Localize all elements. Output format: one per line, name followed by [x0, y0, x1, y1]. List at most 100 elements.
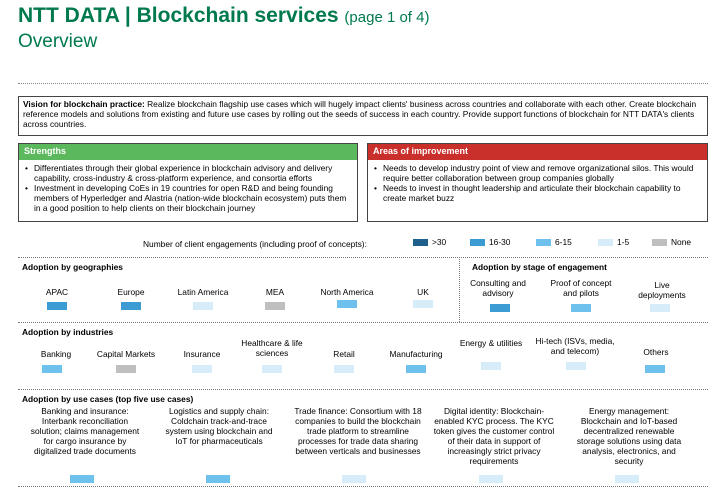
geography-label: MEA	[265, 287, 285, 297]
industry-item: Others	[632, 347, 680, 357]
industries-title: Adoption by industries	[22, 327, 114, 337]
geography-item: APAC	[27, 287, 87, 297]
level-bar	[42, 365, 62, 373]
geography-item: UK	[393, 287, 453, 297]
improvement-item: Needs to invest in thought leadership an…	[374, 183, 701, 203]
use-case-item: Logistics and supply chain: Coldchain tr…	[160, 406, 278, 446]
geography-label: UK	[417, 287, 429, 297]
stage-title: Adoption by stage of engagement	[472, 262, 607, 272]
level-bar	[413, 300, 433, 308]
level-bar	[481, 362, 501, 370]
page-indicator: (page 1 of 4)	[344, 9, 430, 26]
legend-item: 6-15	[536, 237, 572, 247]
level-bar	[650, 304, 670, 312]
level-bar	[342, 475, 366, 483]
industry-item: Hi-tech (ISVs, media, and telecom)	[529, 336, 621, 356]
vertical-divider	[459, 257, 460, 322]
industry-item: Energy & utilities	[455, 338, 527, 348]
legend-item: 16-30	[470, 237, 510, 247]
use-case-item: Digital identity: Blockchain-enabled KYC…	[432, 406, 556, 466]
legend-label: None	[671, 237, 692, 247]
legend-item: >30	[413, 237, 446, 247]
industry-label: Retail	[333, 349, 355, 359]
section-divider	[18, 486, 708, 487]
legend-swatch	[598, 238, 613, 246]
use-case-item: Banking and insurance: Interbank reconci…	[26, 406, 144, 456]
header-divider	[18, 83, 708, 84]
legend-label: 6-15	[555, 237, 572, 247]
geography-label: North America	[320, 287, 374, 297]
legend-label: 16-30	[489, 237, 511, 247]
legend-swatch	[652, 238, 667, 246]
vision-text: Realize blockchain flagship use cases wh…	[23, 99, 697, 129]
legend-label: 1-5	[617, 237, 630, 247]
level-bar	[193, 302, 213, 310]
level-bar	[337, 300, 357, 308]
title-text: NTT DATA | Blockchain services	[18, 4, 339, 27]
legend-label: >30	[432, 237, 447, 247]
legend-swatch	[470, 238, 485, 246]
industry-label: Capital Markets	[96, 349, 156, 359]
geographies-title: Adoption by geographies	[22, 262, 123, 272]
section-divider	[18, 257, 708, 258]
geography-label: APAC	[45, 287, 69, 297]
use-case-item: Trade finance: Consortium with 18 compan…	[292, 406, 424, 456]
use-cases-title: Adoption by use cases (top five use case…	[22, 394, 194, 404]
level-bar	[645, 365, 665, 373]
level-bar	[262, 365, 282, 373]
legend-swatch	[413, 238, 428, 246]
industry-item: Insurance	[174, 349, 230, 359]
industry-label: Hi-tech (ISVs, media, and telecom)	[535, 336, 615, 356]
section-divider	[18, 389, 708, 390]
level-bar	[206, 475, 230, 483]
improvement-list: Needs to develop industry point of view …	[368, 160, 707, 203]
geography-label: Latin America	[177, 287, 229, 297]
geography-item: North America	[312, 287, 382, 297]
strengths-title: Strengths	[19, 144, 357, 160]
stage-item: Proof of concept and pilots	[545, 278, 617, 298]
level-bar	[121, 302, 141, 310]
industry-item: Manufacturing	[382, 349, 450, 359]
use-case-label: Banking and insurance: Interbank reconci…	[30, 406, 140, 456]
engagement-legend: Number of client engagements (including …	[18, 237, 708, 251]
stage-label: Proof of concept and pilots	[550, 278, 612, 298]
legend-item: None	[652, 237, 691, 247]
level-bar	[334, 365, 354, 373]
industry-item: Banking	[30, 349, 82, 359]
geography-label: Europe	[117, 287, 145, 297]
industry-label: Healthcare & life sciences	[241, 338, 303, 358]
level-bar	[406, 365, 426, 373]
stage-item: Live deployments	[630, 280, 694, 300]
page-title: NTT DATA | Blockchain services (page 1 o…	[18, 4, 429, 28]
legend-title: Number of client engagements (including …	[143, 239, 367, 249]
improvement-item: Needs to develop industry point of view …	[374, 163, 701, 183]
geography-item: Europe	[101, 287, 161, 297]
stage-item: Consulting and advisory	[466, 278, 530, 298]
industry-label: Manufacturing	[389, 349, 443, 359]
industry-item: Capital Markets	[88, 349, 164, 359]
use-case-label: Trade finance: Consortium with 18 compan…	[294, 406, 422, 456]
legend-item: 1-5	[598, 237, 629, 247]
industry-label: Energy & utilities	[459, 338, 523, 348]
level-bar	[571, 304, 591, 312]
level-bar	[479, 475, 503, 483]
level-bar	[47, 302, 67, 310]
level-bar	[490, 304, 510, 312]
industry-item: Retail	[322, 349, 366, 359]
level-bar	[192, 365, 212, 373]
vision-box: Vision for blockchain practice: Realize …	[18, 96, 708, 136]
page-subtitle: Overview	[18, 31, 98, 52]
level-bar	[70, 475, 94, 483]
stage-label: Live deployments	[638, 280, 686, 300]
industry-label: Others	[643, 347, 669, 357]
level-bar	[566, 362, 586, 370]
improvement-title: Areas of improvement	[368, 144, 707, 160]
use-case-item: Energy management: Blockchain and IoT-ba…	[571, 406, 687, 466]
level-bar	[265, 302, 285, 310]
industry-label: Insurance	[183, 349, 221, 359]
strength-item: Differentiates through their global expe…	[25, 163, 351, 183]
level-bar	[615, 475, 639, 483]
strengths-box: Strengths Differentiates through their g…	[18, 143, 358, 222]
use-case-label: Digital identity: Blockchain-enabled KYC…	[433, 406, 555, 466]
improvement-box: Areas of improvement Needs to develop in…	[367, 143, 708, 222]
